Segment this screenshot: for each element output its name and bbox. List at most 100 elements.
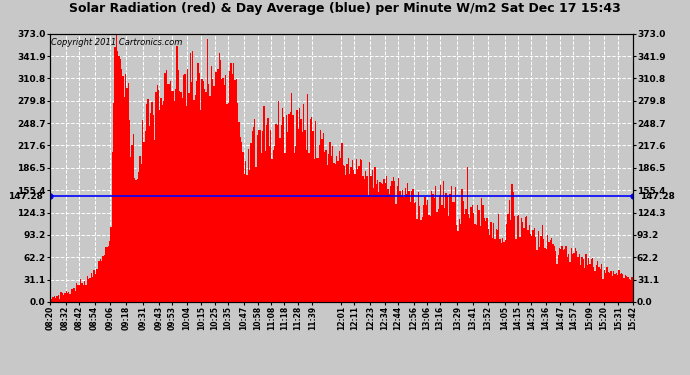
Bar <box>501 243 502 302</box>
Bar <box>235 80 236 302</box>
Bar <box>520 237 521 302</box>
Bar <box>488 229 489 302</box>
Bar <box>242 152 244 302</box>
Bar <box>609 273 610 302</box>
Bar <box>239 136 241 302</box>
Bar <box>291 93 293 302</box>
Bar <box>175 89 177 302</box>
Bar <box>126 88 128 302</box>
Bar <box>233 63 235 302</box>
Bar <box>79 285 80 302</box>
Bar <box>296 111 297 302</box>
Bar <box>404 188 406 302</box>
Bar <box>475 224 476 302</box>
Bar <box>63 295 64 302</box>
Bar <box>193 100 195 302</box>
Bar <box>444 208 446 302</box>
Bar <box>89 278 90 302</box>
Bar <box>620 274 621 302</box>
Bar <box>51 299 52 302</box>
Bar <box>228 103 229 302</box>
Bar <box>523 228 524 302</box>
Bar <box>464 214 465 302</box>
Bar <box>573 253 575 302</box>
Bar <box>282 108 283 302</box>
Bar <box>262 130 264 302</box>
Bar <box>345 175 346 302</box>
Bar <box>96 269 97 302</box>
Bar <box>502 237 504 302</box>
Bar <box>423 205 424 302</box>
Bar <box>582 259 584 302</box>
Bar <box>436 212 437 302</box>
Bar <box>315 121 316 302</box>
Bar <box>225 75 226 302</box>
Bar <box>151 102 152 302</box>
Bar <box>513 192 514 302</box>
Bar <box>104 255 105 302</box>
Bar <box>440 184 442 302</box>
Bar <box>99 261 100 302</box>
Bar <box>493 223 494 302</box>
Bar <box>206 92 207 302</box>
Bar <box>598 267 600 302</box>
Bar <box>558 255 559 302</box>
Bar <box>68 292 70 302</box>
Bar <box>498 214 500 302</box>
Bar <box>221 80 222 302</box>
Bar <box>328 154 329 302</box>
Bar <box>373 188 374 302</box>
Bar <box>366 176 368 302</box>
Bar <box>101 261 102 302</box>
Bar <box>274 146 275 302</box>
Bar <box>66 291 67 302</box>
Bar <box>417 192 419 302</box>
Bar <box>299 108 300 302</box>
Bar <box>254 119 255 302</box>
Bar <box>553 246 555 302</box>
Bar <box>446 196 448 302</box>
Bar <box>551 238 552 302</box>
Bar <box>442 206 443 302</box>
Bar <box>217 69 219 302</box>
Bar <box>300 119 302 302</box>
Bar <box>465 209 466 302</box>
Bar <box>241 142 242 302</box>
Bar <box>579 254 580 302</box>
Bar <box>552 244 553 302</box>
Bar <box>302 132 303 302</box>
Bar <box>177 70 179 302</box>
Bar <box>375 184 377 302</box>
Bar <box>588 258 589 302</box>
Bar <box>312 131 313 302</box>
Bar <box>148 126 150 302</box>
Bar <box>510 220 511 302</box>
Bar <box>192 51 193 302</box>
Bar <box>92 277 93 302</box>
Bar <box>631 278 633 302</box>
Bar <box>55 298 57 302</box>
Bar <box>339 151 340 302</box>
Bar <box>134 178 135 302</box>
Bar <box>286 114 287 302</box>
Bar <box>581 256 582 302</box>
Bar <box>324 152 326 302</box>
Bar <box>54 296 55 302</box>
Bar <box>572 254 573 302</box>
Bar <box>129 120 130 302</box>
Bar <box>61 292 63 302</box>
Bar <box>147 99 148 302</box>
Bar <box>601 264 602 302</box>
Bar <box>348 158 349 302</box>
Bar <box>270 130 271 302</box>
Bar <box>369 162 371 302</box>
Bar <box>166 69 167 302</box>
Bar <box>52 297 54 302</box>
Bar <box>627 277 629 302</box>
Bar <box>586 265 588 302</box>
Bar <box>188 93 190 302</box>
Bar <box>626 276 627 302</box>
Bar <box>106 247 108 302</box>
Bar <box>308 153 310 302</box>
Bar <box>138 172 139 302</box>
